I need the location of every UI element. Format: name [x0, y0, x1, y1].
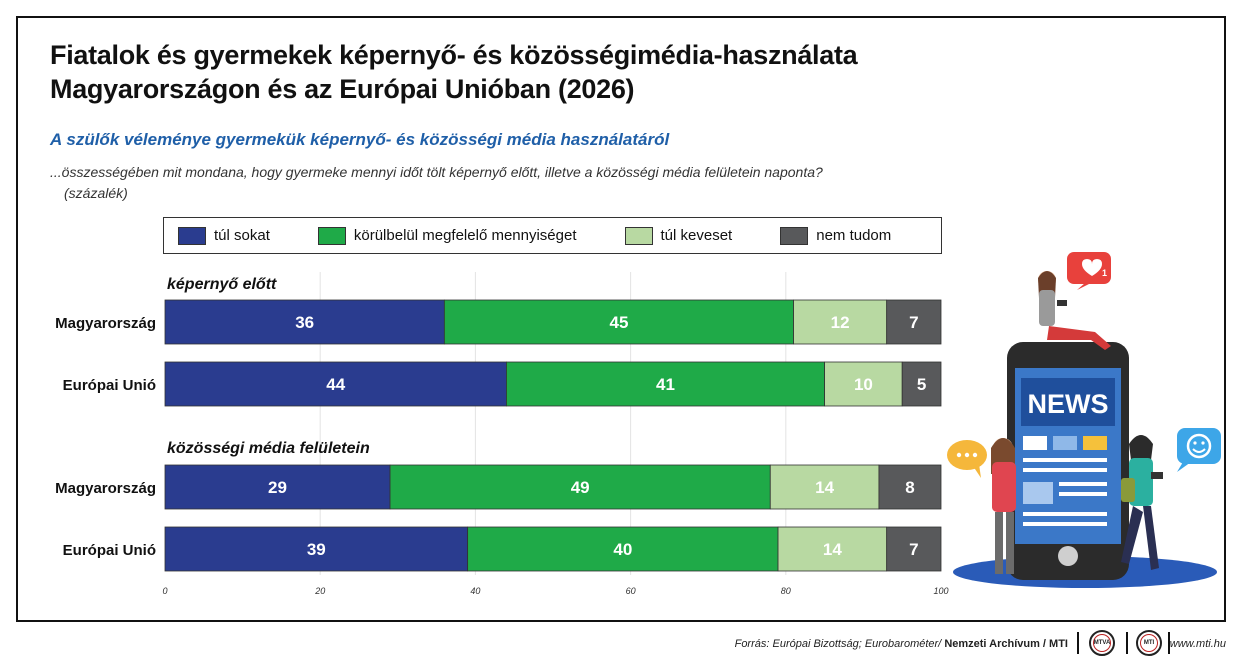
girl-left-body	[992, 462, 1016, 512]
chat-bubble-tail	[973, 464, 981, 478]
legend-swatch-tul-sokat	[178, 226, 206, 245]
girl-left-leg-2	[1006, 512, 1014, 574]
source-archive: Nemzeti Archívum	[944, 638, 1040, 650]
mti-logo-text: MTI	[1143, 640, 1155, 646]
legend-item-tul-sokat: túl sokat	[178, 226, 270, 245]
chat-dot-2	[964, 452, 970, 458]
chart-subtitle: A szülők véleménye gyermekük képernyő- é…	[50, 130, 670, 149]
title-line-2: Magyarországon és az Európai Unióban (20…	[50, 74, 635, 104]
footer-url: www.mti.hu	[1169, 638, 1226, 650]
smiley-icon	[1186, 433, 1212, 459]
question-text: ...összességében mit mondana, hogy gyerm…	[50, 164, 823, 180]
girl-top-phone	[1057, 300, 1067, 306]
legend-item-megfelelo: körülbelül megfelelő mennyiséget	[317, 226, 577, 245]
source-prefix: Forrás: Európai Bizottság; Eurobarométer…	[734, 638, 945, 650]
girl-top-body	[1039, 290, 1055, 326]
footer-separator-3	[1168, 632, 1170, 654]
news-block-3	[1083, 436, 1107, 450]
legend-label-megfelelo: körülbelül megfelelő mennyiséget	[353, 227, 577, 244]
girl-right-bag	[1121, 478, 1135, 502]
source-note: Forrás: Európai Bizottság; Eurobarométer…	[735, 638, 1068, 650]
girl-right-leg-1	[1121, 506, 1143, 564]
mtva-logo: MTVA	[1089, 630, 1115, 656]
chat-dot-3	[972, 452, 978, 458]
legend-swatch-nem-tudom	[780, 226, 809, 245]
footer-separator-2	[1126, 632, 1128, 654]
smiley-bubble-tail	[1177, 462, 1191, 472]
news-label: NEWS	[1028, 389, 1109, 419]
girl-right-leg-2	[1143, 506, 1159, 570]
news-line-6	[1023, 522, 1107, 526]
girl-right-hair	[1129, 435, 1153, 460]
footer: Forrás: Európai Bizottság; Eurobarométer…	[0, 628, 1240, 658]
chart-title: Fiatalok és gyermekek képernyő- és közös…	[50, 38, 858, 106]
source-sep: /	[1039, 638, 1050, 650]
legend-label-nem-tudom: nem tudom	[816, 227, 892, 244]
heart-badge-count: 1	[1102, 268, 1107, 278]
news-illustration: NEWS 1	[947, 252, 1221, 588]
chat-dot-1	[956, 452, 962, 458]
news-block-1	[1023, 436, 1047, 450]
girl-left-leg-1	[995, 512, 1003, 574]
news-line-3	[1059, 482, 1107, 486]
chart-frame	[16, 16, 1226, 622]
legend: túl sokat körülbelül megfelelő mennyiség…	[163, 217, 942, 254]
survey-question: ...összességében mit mondana, hogy gyerm…	[50, 162, 970, 204]
news-line-1	[1023, 458, 1107, 462]
girl-right-phone	[1151, 472, 1163, 479]
legend-item-tul-keveset: túl keveset	[624, 226, 733, 245]
heart-bubble-tail	[1077, 283, 1091, 290]
news-line-4	[1059, 492, 1107, 496]
mtva-logo-text: MTVA	[1093, 640, 1111, 646]
legend-item-nem-tudom: nem tudom	[780, 226, 892, 245]
smiley-eye-left	[1193, 441, 1197, 445]
legend-swatch-megfelelo	[317, 226, 346, 245]
footer-separator-1	[1077, 632, 1079, 654]
girl-top-legs	[1047, 326, 1111, 350]
smiley-bubble	[1177, 428, 1221, 464]
heart-icon	[1082, 259, 1102, 276]
legend-label-tul-keveset: túl keveset	[660, 227, 733, 244]
source-mti: MTI	[1049, 638, 1068, 650]
mti-logo: MTI	[1136, 630, 1162, 656]
news-banner	[1021, 378, 1115, 426]
phone-home-button	[1058, 546, 1078, 566]
legend-swatch-tul-keveset	[624, 226, 653, 245]
legend-label-tul-sokat: túl sokat	[214, 227, 270, 244]
news-block-2	[1053, 436, 1077, 450]
news-block-4	[1023, 482, 1053, 504]
news-line-5	[1023, 512, 1107, 516]
title-line-1: Fiatalok és gyermekek képernyő- és közös…	[50, 40, 858, 70]
smiley-eye-right	[1201, 441, 1205, 445]
news-line-2	[1023, 468, 1107, 472]
unit-label: (százalék)	[64, 185, 128, 201]
smiley-mouth	[1192, 448, 1206, 453]
